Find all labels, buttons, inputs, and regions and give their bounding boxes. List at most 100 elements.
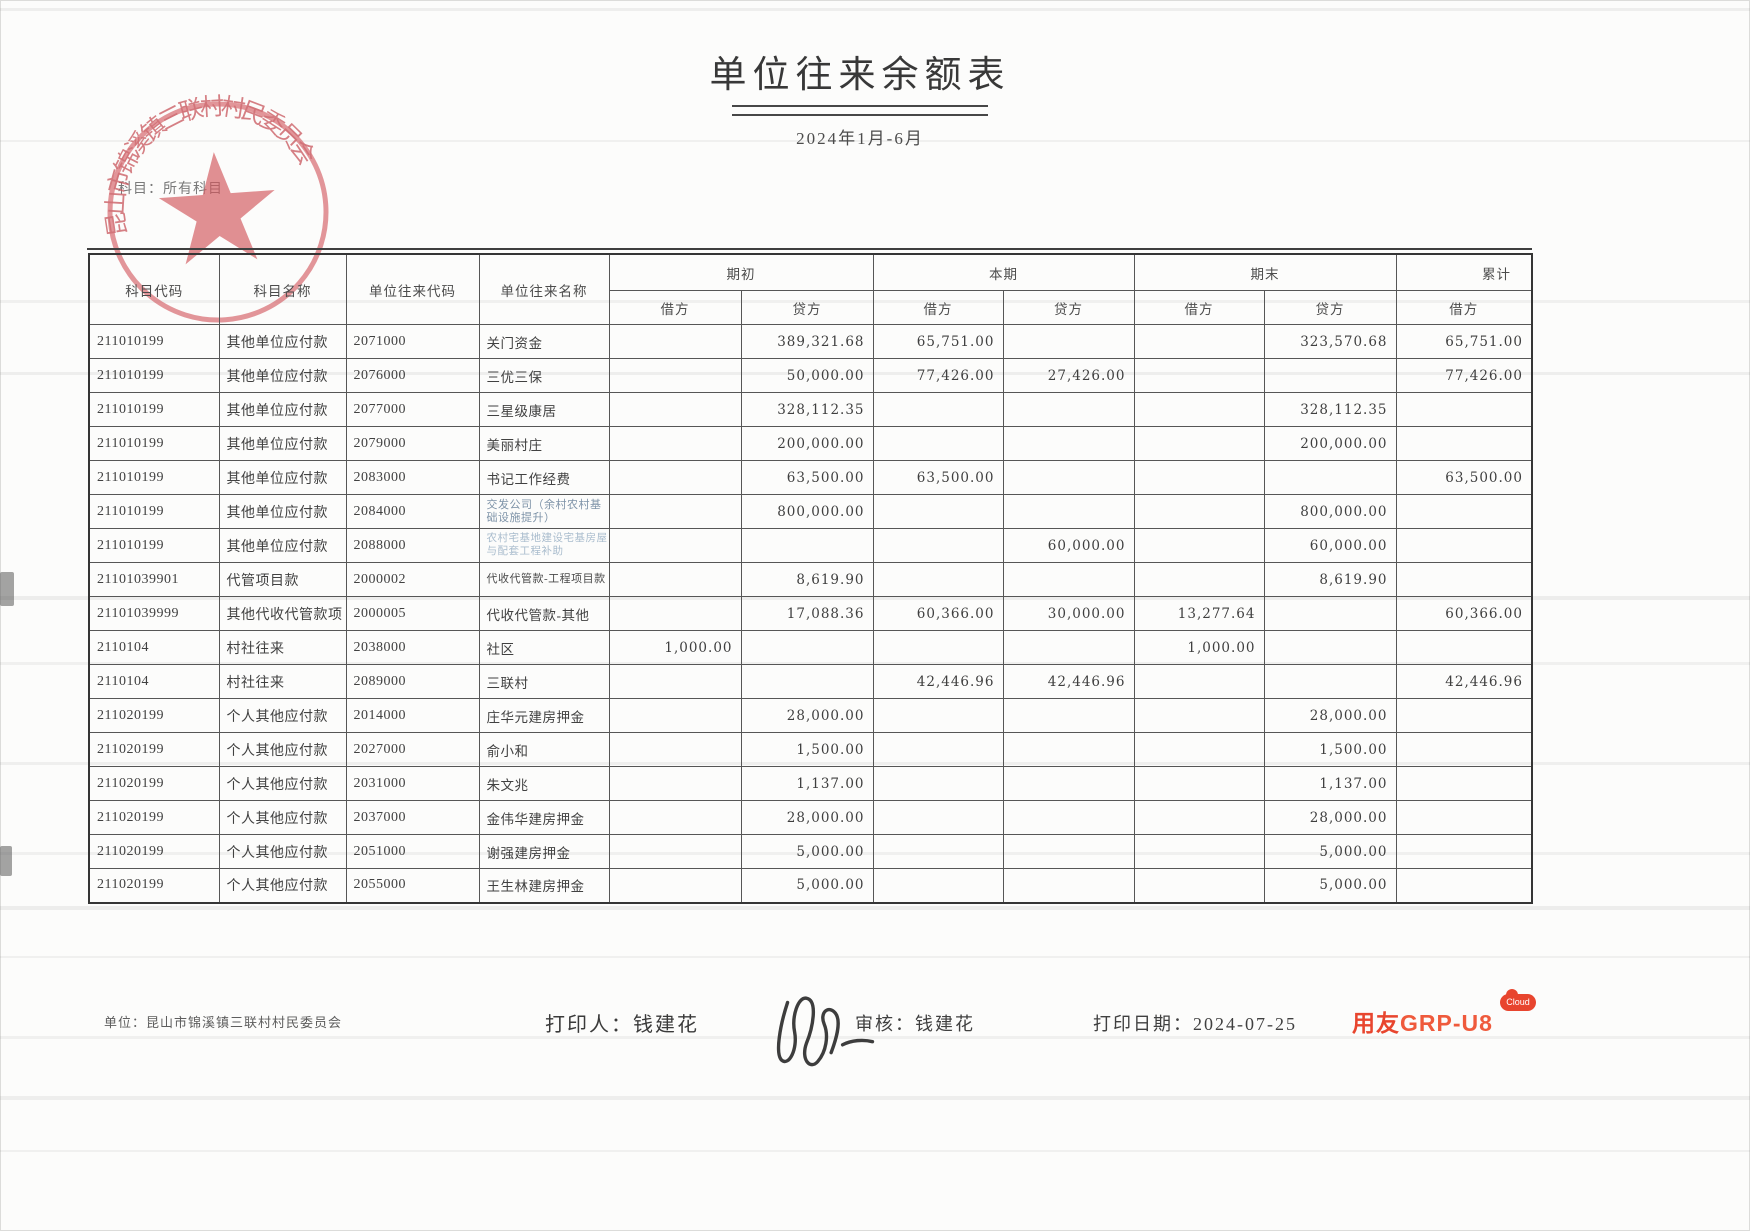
- amount-cell: [1263, 460, 1397, 495]
- amount-cell: [1002, 392, 1135, 427]
- amount-cell: [608, 494, 742, 529]
- subject-code-cell: 2110104: [88, 664, 220, 699]
- amount-cell: [1133, 664, 1265, 699]
- unit-name-cell: 三优三保: [478, 358, 610, 393]
- amount-cell: [1395, 392, 1533, 427]
- subject-code-cell: 21101039901: [88, 562, 220, 597]
- table-row: 211010199 其他单位应付款 2076000 三优三保 50,000.00 77,4…: [88, 358, 1533, 393]
- subject-code-cell: 211020199: [88, 834, 220, 869]
- amount-cell: 28,000.00: [1263, 698, 1397, 733]
- scan-edge-mark: [0, 572, 14, 606]
- amount-cell: [608, 664, 742, 699]
- amount-cell: 60,366.00: [872, 596, 1004, 631]
- amount-cell: 1,500.00: [740, 732, 874, 767]
- yonyou-logo: 用友GRP-U8 Cloud: [1352, 989, 1536, 1038]
- unit-name-cell: 农村宅基地建设宅基房屋与配套工程补助: [478, 528, 610, 563]
- subject-code-cell: 211010199: [88, 460, 220, 495]
- unit-code-cell: 2031000: [345, 766, 480, 801]
- page-title: 单位往来余额表: [709, 55, 1011, 96]
- amount-cell: [872, 766, 1004, 801]
- subject-code-cell: 211020199: [88, 800, 220, 835]
- amount-cell: 17,088.36: [740, 596, 874, 631]
- unit-name-cell: 朱文兆: [478, 766, 610, 801]
- amount-cell: [608, 528, 742, 563]
- amount-cell: 50,000.00: [740, 358, 874, 393]
- subject-code-cell: 211010199: [88, 426, 220, 461]
- unit-code-cell: 2071000: [345, 324, 480, 359]
- amount-cell: [1395, 630, 1533, 665]
- scan-streak: [0, 8, 1750, 11]
- amount-cell: [608, 800, 742, 835]
- amount-cell: 60,000.00: [1002, 528, 1135, 563]
- subject-code-cell: 211020199: [88, 732, 220, 767]
- subject-code-cell: 211010199: [88, 324, 220, 359]
- amount-cell: [872, 494, 1004, 529]
- scan-edge-mark: [0, 846, 12, 876]
- amount-cell: [1002, 324, 1135, 359]
- unit-name-cell: 交发公司（余村农村基础设施提升）: [478, 494, 610, 529]
- subject-code-cell: 2110104: [88, 630, 220, 665]
- amount-cell: [1133, 698, 1265, 733]
- amount-cell: [872, 426, 1004, 461]
- report-header: 单位往来余额表 2024年1月-6月: [650, 44, 1070, 149]
- amount-cell: [740, 630, 874, 665]
- table-row: 211010199 其他单位应付款 2077000 三星级康居 328,112.35 32…: [88, 392, 1533, 427]
- scan-streak: [0, 906, 1750, 910]
- amount-cell: [872, 732, 1004, 767]
- amount-cell: [1395, 426, 1533, 461]
- amount-cell: 60,366.00: [1395, 596, 1533, 631]
- report-period: 2024年1月-6月: [796, 129, 924, 148]
- unit-code-cell: 2037000: [345, 800, 480, 835]
- unit-code-cell: 2079000: [345, 426, 480, 461]
- unit-code-cell: 2027000: [345, 732, 480, 767]
- amount-cell: 328,112.35: [740, 392, 874, 427]
- subject-name-cell: 个人其他应付款: [218, 834, 347, 869]
- header-group-cumulative: 累计: [1395, 253, 1533, 291]
- amount-cell: [608, 426, 742, 461]
- unit-name-cell: 书记工作经费: [478, 460, 610, 495]
- amount-cell: [608, 562, 742, 597]
- table-row: 211010199 其他单位应付款 2079000 美丽村庄 200,000.00 200…: [88, 426, 1533, 461]
- amount-cell: [1395, 698, 1533, 733]
- amount-cell: 5,000.00: [740, 868, 874, 903]
- table-row: 211020199 个人其他应付款 2051000 谢强建房押金 5,000.00 5,0…: [88, 834, 1533, 869]
- amount-cell: [608, 698, 742, 733]
- unit-name-cell: 三星级康居: [478, 392, 610, 427]
- subject-name-cell: 村社往来: [218, 630, 347, 665]
- amount-cell: [608, 732, 742, 767]
- amount-cell: [1263, 596, 1397, 631]
- amount-cell: [1002, 868, 1135, 903]
- amount-cell: [1133, 494, 1265, 529]
- header-group-ending: 期末: [1133, 253, 1397, 291]
- header-opening-credit: 贷方: [740, 290, 874, 325]
- subject-code-cell: 211010199: [88, 494, 220, 529]
- amount-cell: [1133, 834, 1265, 869]
- handwritten-signature: [747, 979, 904, 1094]
- unit-name-cell: 关门资金: [478, 324, 610, 359]
- header-ending-credit: 贷方: [1263, 290, 1397, 325]
- amount-cell: 1,000.00: [608, 630, 742, 665]
- unit-code-cell: 2055000: [345, 868, 480, 903]
- header-group-current: 本期: [872, 253, 1135, 291]
- amount-cell: [872, 630, 1004, 665]
- footer-unit: 单位：昆山市锦溪镇三联村村民委员会: [104, 1015, 343, 1030]
- subject-code-cell: 211020199: [88, 868, 220, 903]
- amount-cell: 200,000.00: [1263, 426, 1397, 461]
- unit-name-cell: 代收代管款-工程项目款: [478, 562, 610, 597]
- unit-code-cell: 2088000: [345, 528, 480, 563]
- amount-cell: [1395, 562, 1533, 597]
- amount-cell: [872, 698, 1004, 733]
- subject-name-cell: 其他单位应付款: [218, 324, 347, 359]
- amount-cell: [872, 528, 1004, 563]
- subject-name-cell: 个人其他应付款: [218, 868, 347, 903]
- table-row: 211020199 个人其他应付款 2027000 俞小和 1,500.00 1,500.…: [88, 732, 1533, 767]
- amount-cell: [1263, 630, 1397, 665]
- unit-name-cell: 谢强建房押金: [478, 834, 610, 869]
- amount-cell: [1002, 460, 1135, 495]
- table-row: 211010199 其他单位应付款 2083000 书记工作经费 63,500.00 63…: [88, 460, 1533, 495]
- subject-code-cell: 211020199: [88, 766, 220, 801]
- amount-cell: [1395, 528, 1533, 563]
- signature-icon: [776, 996, 875, 1067]
- unit-name-cell: 庄华元建房押金: [478, 698, 610, 733]
- amount-cell: 60,000.00: [1263, 528, 1397, 563]
